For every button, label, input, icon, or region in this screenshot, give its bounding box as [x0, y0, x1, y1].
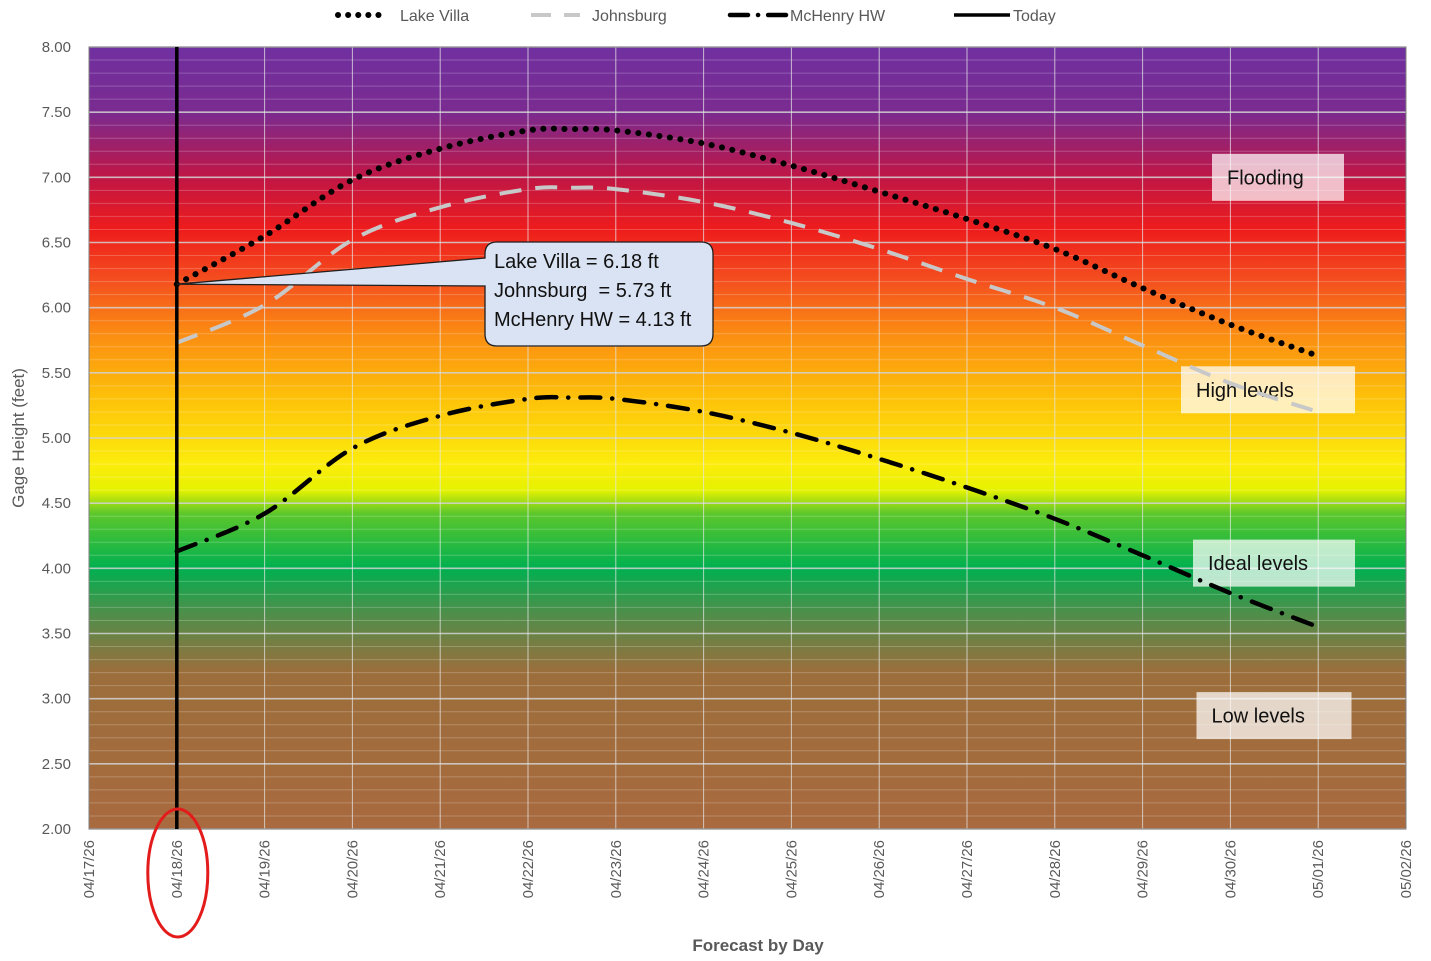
x-tick-label-1: 04/18/26	[169, 840, 186, 898]
y-tick-label-11: 7.50	[42, 104, 71, 121]
zone-label-box-low-levels	[1196, 692, 1352, 740]
x-tick-label-11: 04/28/26	[1047, 840, 1064, 898]
x-axis-title: Forecast by Day	[692, 936, 824, 955]
x-tick-label-5: 04/22/26	[520, 840, 537, 898]
y-tick-label-5: 4.50	[42, 495, 71, 512]
y-tick-label-3: 3.50	[42, 626, 71, 643]
y-tick-label-12: 8.00	[42, 39, 71, 56]
y-tick-label-8: 6.00	[42, 300, 71, 317]
zone-label-ideal-levels: Ideal levels	[1208, 553, 1308, 575]
minor-gridlines	[89, 59, 1406, 817]
zone-label-box-ideal-levels	[1193, 539, 1355, 587]
legend-item-mchenry-hw: McHenry HW	[727, 8, 886, 25]
x-tick-label-8: 04/25/26	[783, 840, 800, 898]
x-tick-label-6: 04/23/26	[608, 840, 625, 898]
legend: Lake Villa Johnsburg McHenry HW Today	[335, 8, 1056, 25]
callout-line-0: Lake Villa = 6.18 ft	[494, 251, 659, 273]
plot-frame	[88, 46, 1407, 830]
y-axis-ticks: 2.00 2.50 3.00 3.50 4.00 4.50 5.00 5.50 6.00 6.50…	[42, 39, 71, 838]
value-callout: Lake Villa = 6.18 ft Johnsburg = 5.73 ft M…	[176, 241, 714, 347]
x-tick-label-10: 04/27/26	[959, 840, 976, 898]
y-tick-label-9: 6.50	[42, 235, 71, 252]
x-tick-label-0: 04/17/26	[81, 840, 98, 898]
x-tick-label-12: 04/29/26	[1135, 840, 1152, 898]
x-tick-label-7: 04/24/26	[696, 840, 713, 898]
y-tick-label-10: 7.00	[42, 169, 71, 186]
y-tick-label-0: 2.00	[42, 821, 71, 838]
series-line-johnsburg	[176, 185, 1319, 414]
zone-ideal-levels: Ideal levels	[1193, 539, 1355, 587]
x-tick-label-2: 04/19/26	[257, 840, 274, 898]
today-highlight-circle	[146, 807, 210, 939]
x-tick-label-15: 05/02/26	[1398, 840, 1415, 898]
y-tick-label-7: 5.50	[42, 365, 71, 382]
x-tick-label-3: 04/20/26	[344, 840, 361, 898]
x-tick-label-13: 04/30/26	[1222, 840, 1239, 898]
legend-label-lake-villa: Lake Villa	[400, 8, 469, 25]
series-line-lake-villa	[173, 125, 1322, 359]
legend-label-today: Today	[1013, 8, 1056, 25]
zone-label-box-flooding	[1212, 153, 1344, 201]
legend-label-mchenry-hw: McHenry HW	[790, 8, 886, 25]
zone-low-levels: Low levels	[1196, 692, 1352, 740]
x-tick-label-9: 04/26/26	[871, 840, 888, 898]
legend-item-johnsburg: Johnsburg	[531, 8, 667, 25]
callout-line-1: Johnsburg = 5.73 ft	[494, 280, 672, 302]
zone-label-low-levels: Low levels	[1212, 706, 1305, 728]
series-line-mchenry-hw	[174, 394, 1321, 630]
legend-label-johnsburg: Johnsburg	[592, 8, 667, 25]
y-axis-title: Gage Height (feet)	[9, 368, 28, 508]
legend-item-today: Today	[954, 8, 1056, 25]
callout-bubble	[176, 241, 714, 347]
y-tick-label-1: 2.50	[42, 756, 71, 773]
zone-flooding: Flooding	[1212, 153, 1344, 201]
y-tick-label-6: 5.00	[42, 430, 71, 447]
x-axis-ticks: 04/17/26 04/18/26 04/19/26 04/20/26 04/21/26…	[81, 840, 1415, 898]
callout-line-2: McHenry HW = 4.13 ft	[494, 309, 692, 331]
zone-label-high-levels: High levels	[1196, 380, 1294, 402]
x-tick-label-4: 04/21/26	[432, 840, 449, 898]
zone-label-flooding: Flooding	[1227, 167, 1304, 189]
legend-item-lake-villa: Lake Villa	[335, 8, 469, 25]
x-tick-label-14: 05/01/26	[1310, 840, 1327, 898]
zone-labels: Flooding High levels Ideal levels Low level…	[1181, 153, 1355, 740]
y-tick-label-2: 3.00	[42, 691, 71, 708]
y-tick-label-4: 4.00	[42, 560, 71, 577]
series-layer	[173, 125, 1322, 630]
